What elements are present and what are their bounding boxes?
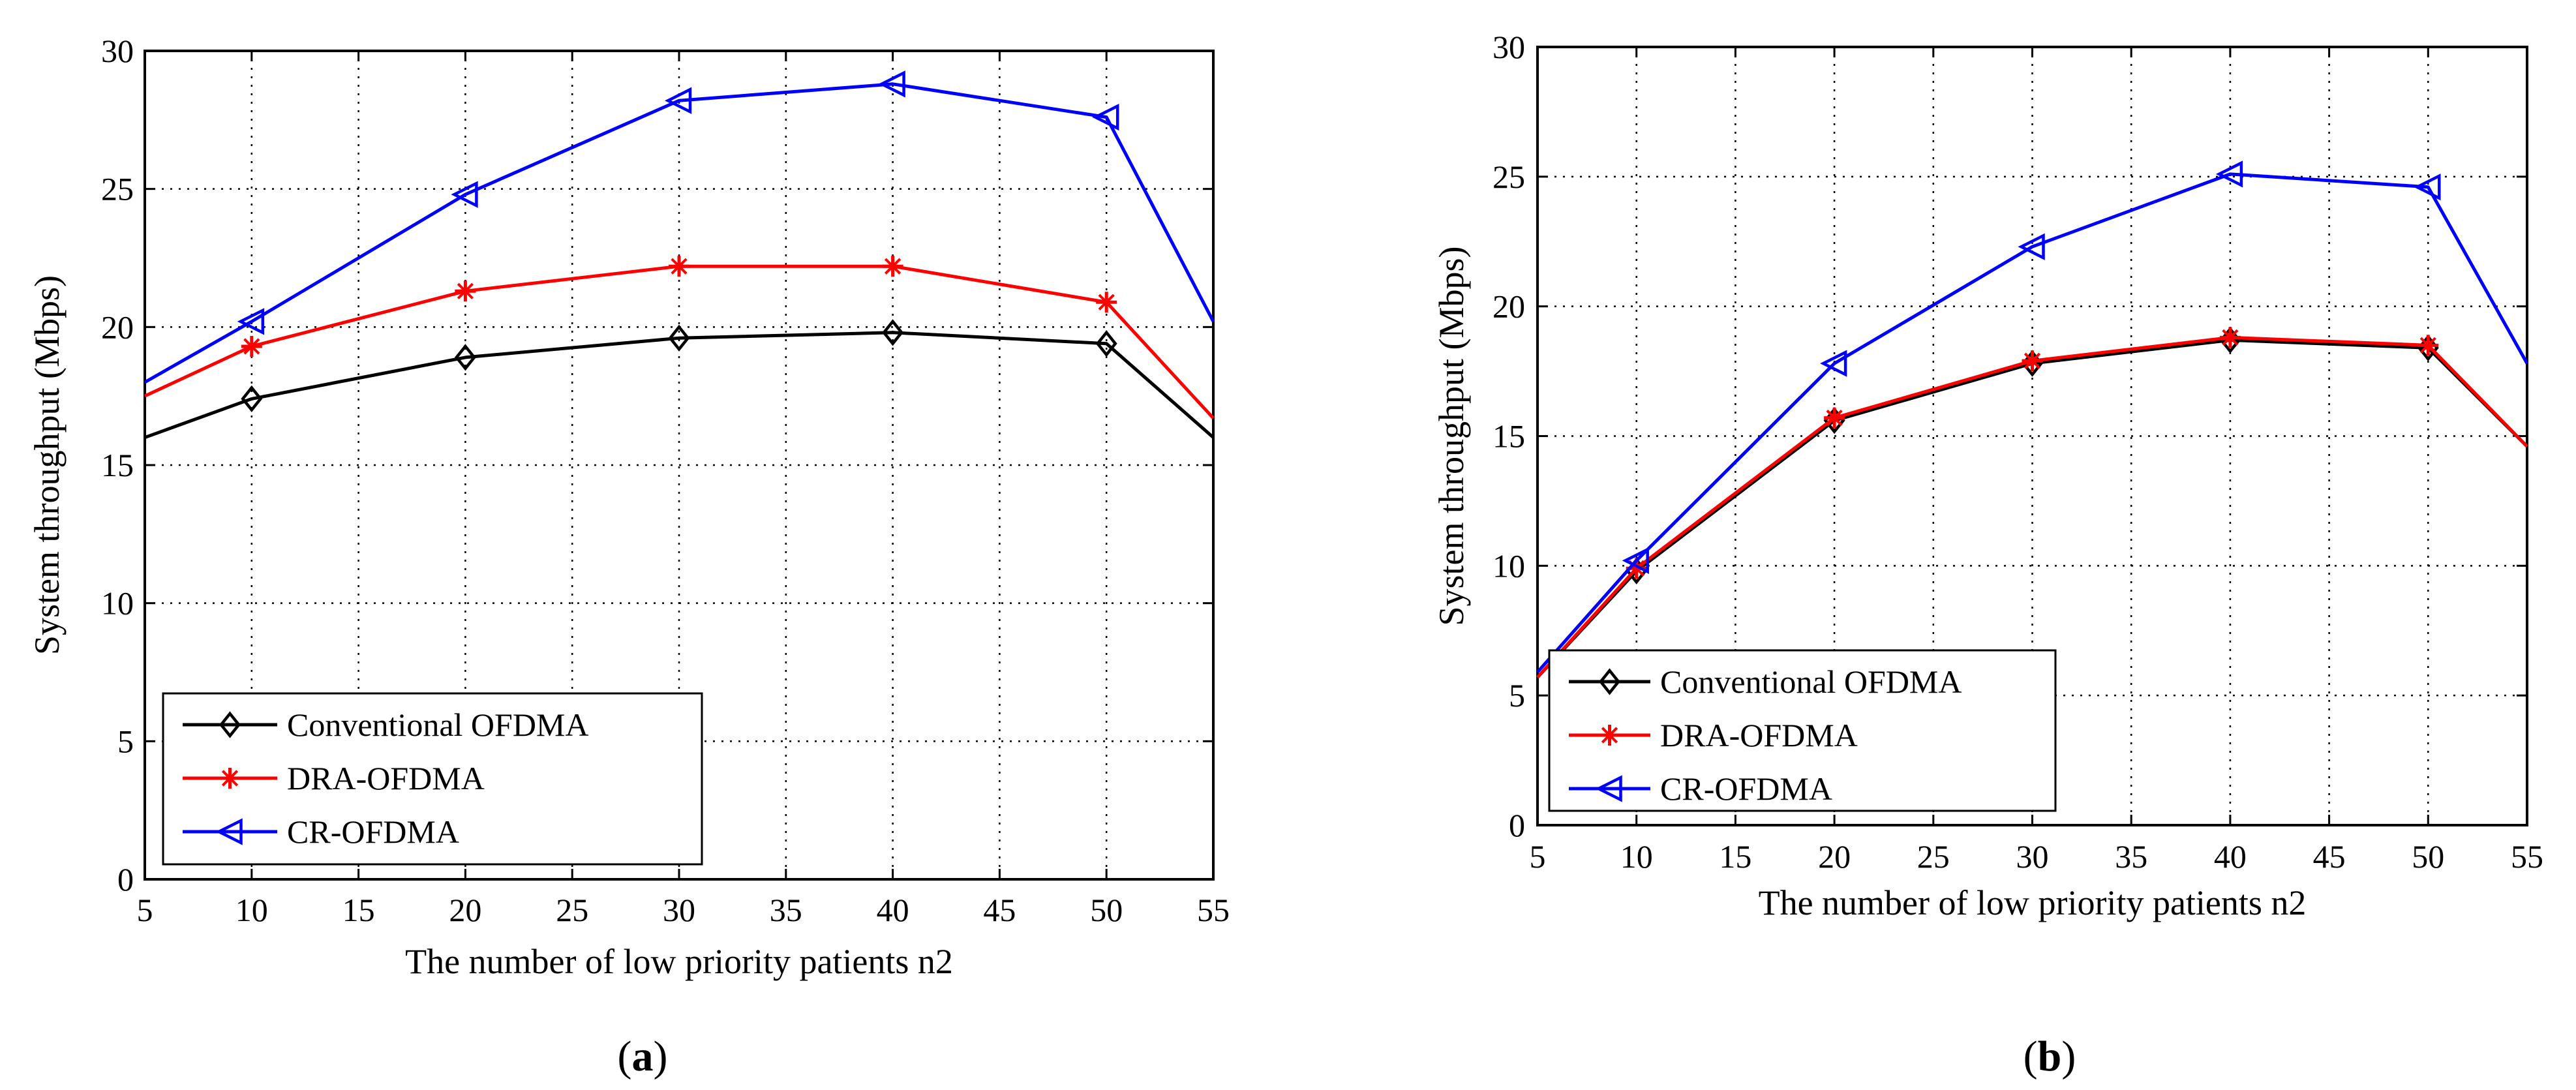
data-point-marker: [2018, 233, 2045, 260]
data-point-marker: [2414, 174, 2441, 201]
x-tick-label: 45: [2313, 838, 2346, 875]
x-tick-label: 10: [235, 892, 268, 928]
x-tick-label: 40: [877, 892, 909, 928]
legend-label: Conventional OFDMA: [287, 706, 589, 743]
data-point-marker: [664, 87, 692, 114]
data-point-marker: [454, 344, 476, 371]
legend-label: DRA-OFDMA: [1660, 717, 1858, 753]
x-tick-label: 20: [449, 892, 481, 928]
series-line-conventional-ofdma: [144, 331, 1215, 440]
x-tick-label: 30: [2016, 838, 2049, 875]
y-tick-label: 5: [117, 723, 134, 759]
x-tick-label: 15: [342, 892, 375, 928]
data-point-marker: [1824, 407, 1845, 429]
y-tick-label: 0: [117, 861, 134, 898]
x-tick-label: 5: [1530, 838, 1546, 875]
caption-a: (a): [618, 1033, 668, 1080]
legend-label: CR-OFDMA: [1660, 770, 1832, 807]
data-point-marker: [668, 324, 690, 352]
data-point-marker: [882, 256, 903, 277]
x-tick-label: 55: [2511, 838, 2543, 875]
y-tick-label: 10: [101, 585, 134, 622]
legend-marker: [1599, 668, 1620, 695]
data-point-marker: [878, 70, 905, 98]
data-point-marker: [2215, 160, 2243, 188]
x-tick-label: 5: [137, 892, 153, 928]
y-tick-label: 15: [101, 447, 134, 483]
legend-marker: [1595, 775, 1622, 802]
x-tick-label: 50: [1090, 892, 1123, 928]
y-axis-title: System throughput (Mbps): [1432, 246, 1471, 626]
y-tick-label: 20: [101, 309, 134, 345]
x-tick-label: 40: [2214, 838, 2247, 875]
data-point-marker: [669, 256, 689, 277]
data-point-marker: [455, 280, 476, 302]
y-tick-label: 20: [1493, 288, 1525, 325]
legend-label: CR-OFDMA: [287, 813, 459, 850]
x-axis-title: The number of low priority patients n2: [405, 942, 953, 981]
data-point-marker: [1820, 350, 1847, 377]
x-tick-label: 20: [1818, 838, 1851, 875]
data-point-marker: [241, 385, 263, 413]
legend-marker: [219, 711, 241, 738]
series-line-dra-ofdma: [1536, 335, 2528, 679]
y-tick-label: 15: [1493, 418, 1525, 455]
legend-marker: [1599, 725, 1620, 746]
caption-b: (b): [2023, 1033, 2076, 1080]
x-tick-label: 50: [2412, 838, 2444, 875]
x-tick-label: 45: [983, 892, 1016, 928]
data-point-marker: [1622, 547, 1649, 575]
x-tick-label: 30: [663, 892, 695, 928]
legend-label: Conventional OFDMA: [1660, 663, 1962, 700]
y-tick-label: 0: [1509, 807, 1525, 843]
x-tick-label: 10: [1620, 838, 1653, 875]
x-tick-label: 35: [770, 892, 802, 928]
data-point-marker: [1096, 292, 1117, 313]
x-tick-label: 55: [1197, 892, 1230, 928]
series-line-cr-ofdma: [1536, 172, 2529, 674]
y-tick-label: 25: [1493, 159, 1525, 195]
legend: Conventional OFDMA DRA-OFDMA CR-OFDMA: [162, 692, 703, 866]
y-axis-title: System throughput (Mbps): [27, 275, 67, 655]
legend-marker: [219, 768, 241, 789]
y-tick-label: 30: [101, 33, 134, 69]
x-tick-label: 25: [556, 892, 588, 928]
data-point-marker: [2022, 350, 2043, 372]
y-tick-label: 25: [101, 171, 134, 207]
legend-box: [1548, 649, 2057, 812]
legend-label: DRA-OFDMA: [287, 760, 485, 796]
y-tick-label: 30: [1493, 29, 1525, 65]
x-tick-label: 35: [2115, 838, 2147, 875]
series-line-cr-ofdma: [144, 82, 1215, 384]
x-tick-label: 15: [1719, 838, 1751, 875]
x-axis-title: The number of low priority patients n2: [1759, 883, 2307, 922]
data-point-marker: [2219, 327, 2241, 348]
y-tick-label: 10: [1493, 547, 1525, 584]
y-tick-label: 5: [1509, 677, 1525, 714]
data-point-marker: [1095, 330, 1117, 357]
legend-marker: [215, 818, 243, 845]
data-point-marker: [882, 319, 904, 346]
series-line-conventional-ofdma: [1536, 338, 2528, 679]
x-tick-label: 25: [1917, 838, 1950, 875]
data-point-marker: [1092, 103, 1119, 131]
data-point-marker: [237, 308, 265, 335]
data-point-marker: [241, 335, 262, 357]
legend: Conventional OFDMA DRA-OFDMA CR-OFDMA: [1548, 649, 2057, 812]
data-point-marker: [451, 181, 478, 208]
data-point-marker: [2417, 335, 2439, 356]
